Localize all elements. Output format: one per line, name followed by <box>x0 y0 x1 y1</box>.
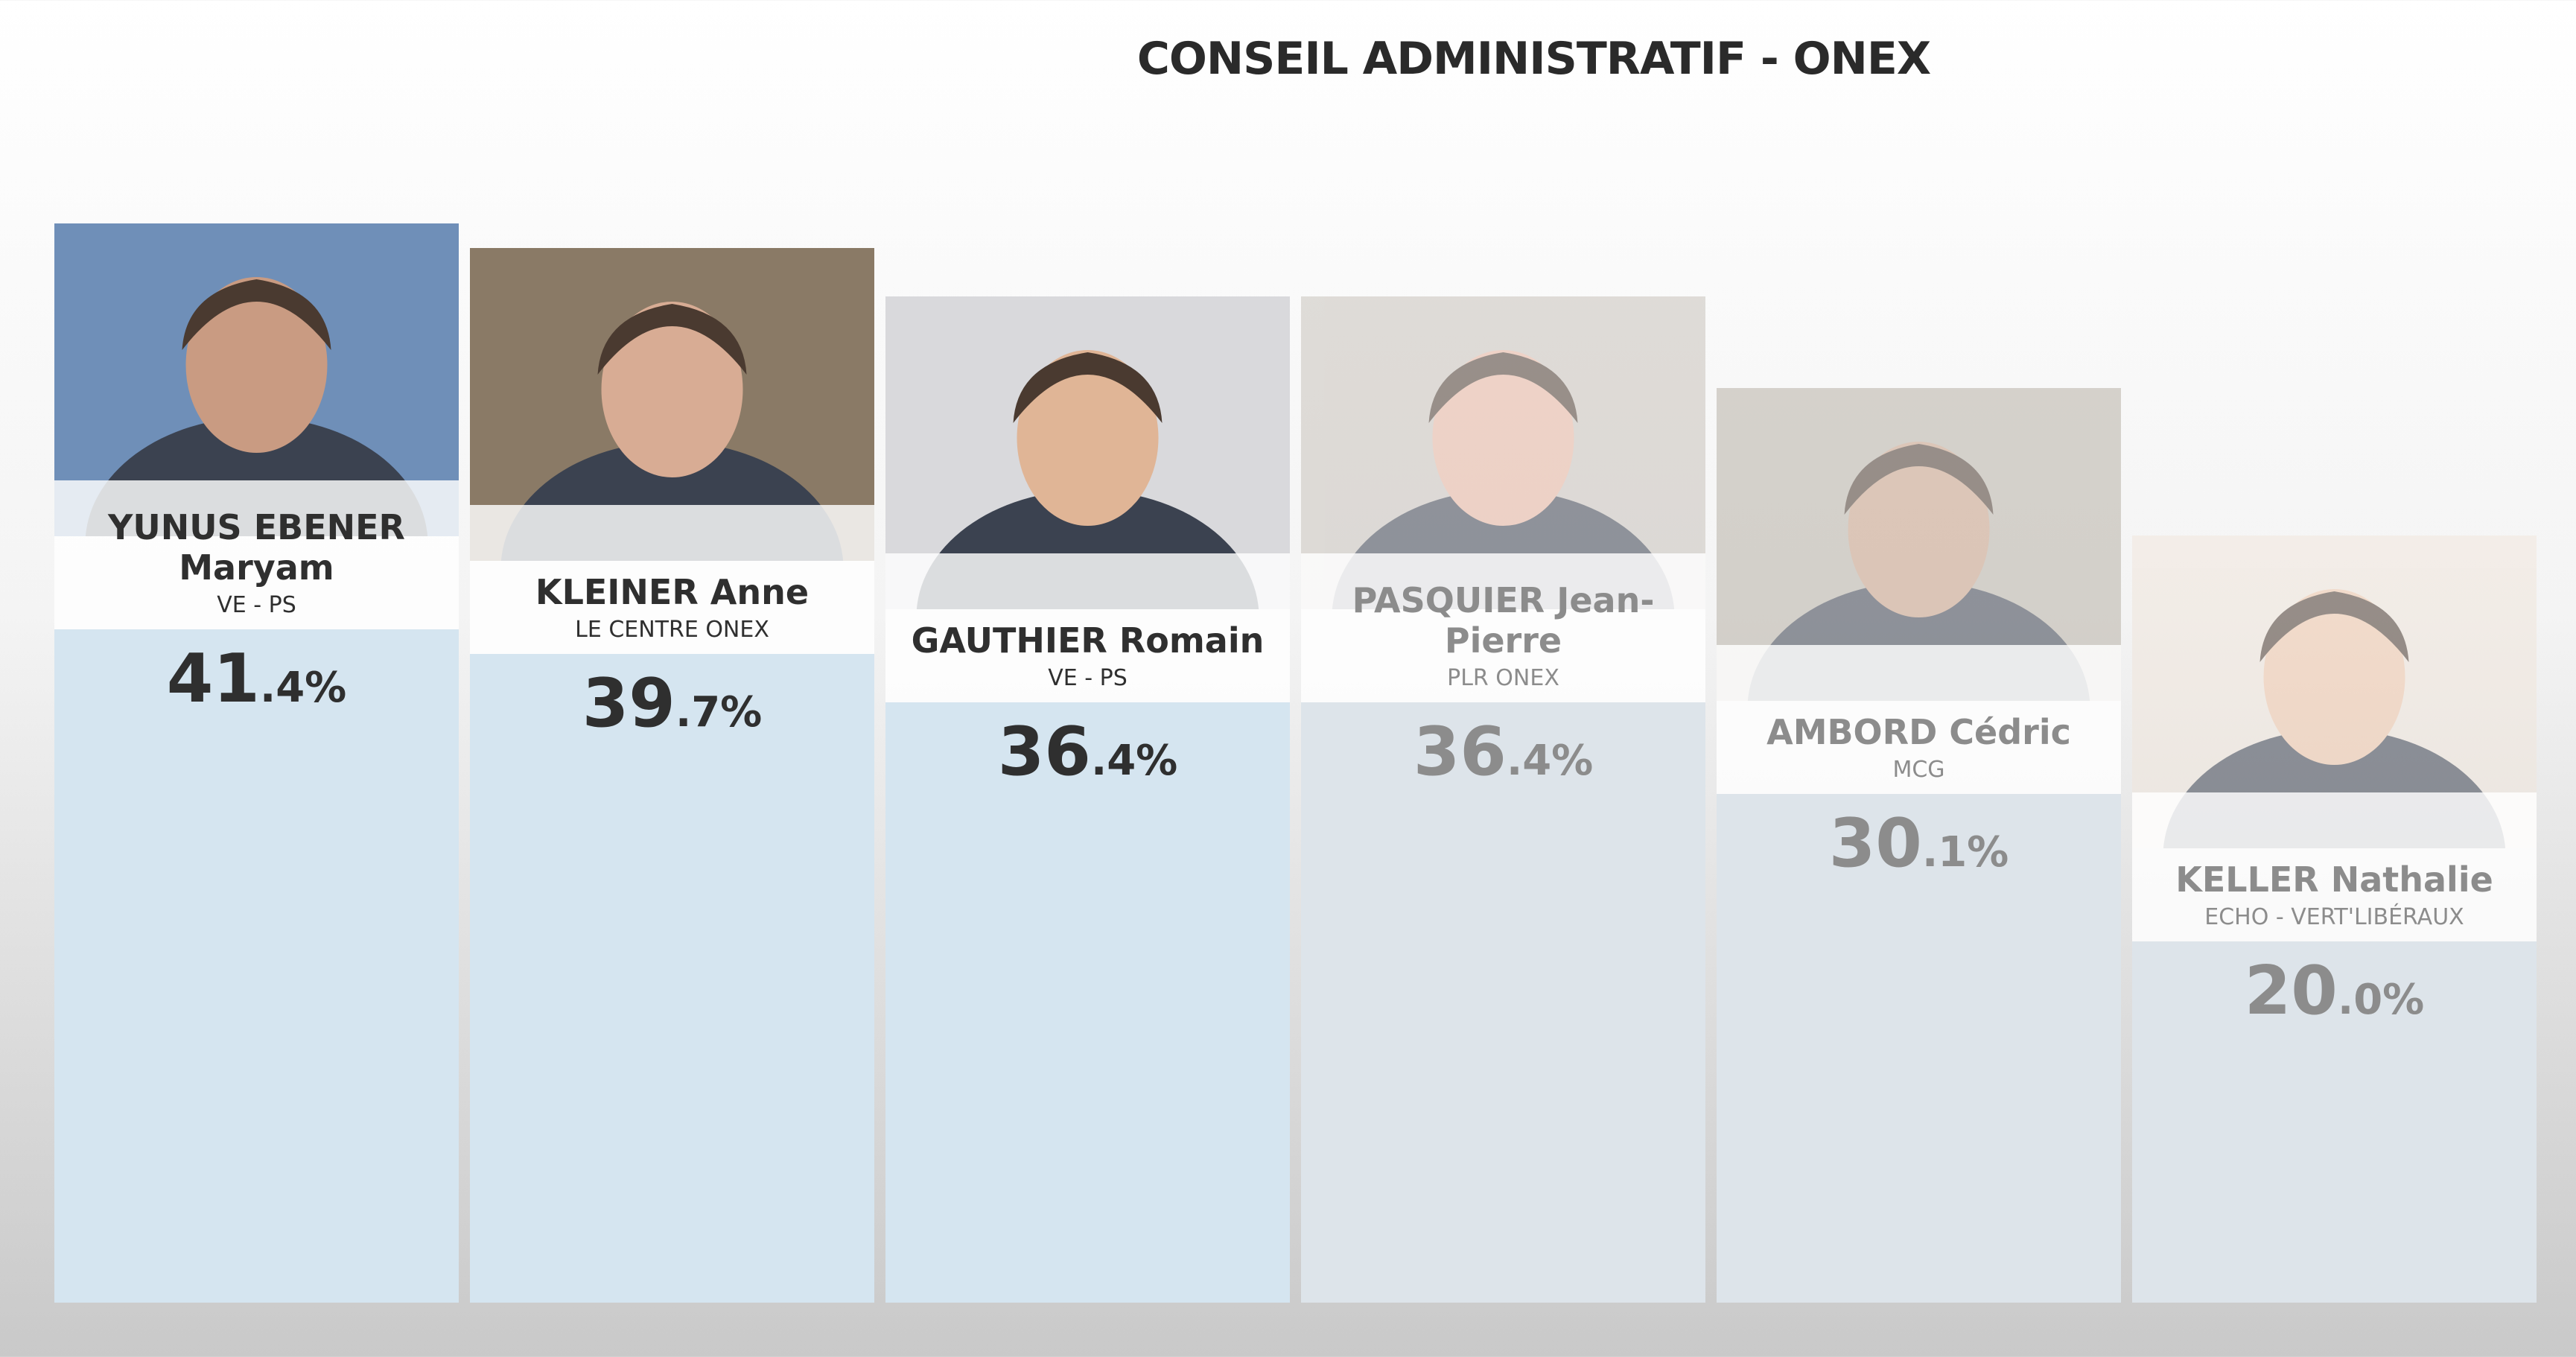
candidate-name: PASQUIER Jean-Pierre <box>1352 580 1655 661</box>
name-box: AMBORD Cédric MCG <box>1717 645 2121 795</box>
candidate-card: YUNUS EBENER Maryam VE - PS 41.4% <box>54 223 459 1303</box>
candidate-card: KELLER Nathalie ECHO - VERT'LIBÉRAUX 20.0% <box>2132 536 2537 1303</box>
value-label: 36.4% <box>1413 713 1594 791</box>
candidate-party: VE - PS <box>217 592 296 618</box>
candidate-card: KLEINER Anne LE CENTRE ONEX 39.7% <box>470 248 874 1303</box>
candidate-party: ECHO - VERT'LIBÉRAUX <box>2204 904 2464 931</box>
candidate-card: AMBORD Cédric MCG 30.1% <box>1717 388 2121 1303</box>
candidate-party: VE - PS <box>1048 665 1128 691</box>
candidate-party: PLR ONEX <box>1447 665 1559 691</box>
bar: 36.4% <box>1301 702 1705 1303</box>
candidate-party: MCG <box>1892 757 1945 784</box>
candidate-name: YUNUS EBENER Maryam <box>108 507 405 588</box>
bar: 39.7% <box>470 654 874 1303</box>
value-label: 39.7% <box>582 664 763 743</box>
value-label: 20.0% <box>2244 952 2425 1031</box>
candidate-name: GAUTHIER Romain <box>911 620 1265 661</box>
bar: 36.4% <box>885 702 1290 1303</box>
candidate-party: LE CENTRE ONEX <box>575 617 769 643</box>
candidate-card: PASQUIER Jean-Pierre PLR ONEX 36.4% <box>1301 296 1705 1303</box>
candidate-name: AMBORD Cédric <box>1766 712 2071 753</box>
value-label: 36.4% <box>997 713 1178 791</box>
value-label: 30.1% <box>1828 804 2009 883</box>
candidate-name: KELLER Nathalie <box>2175 859 2493 900</box>
name-box: YUNUS EBENER Maryam VE - PS <box>54 480 459 629</box>
candidate-card: GAUTHIER Romain VE - PS 36.4% <box>885 296 1290 1303</box>
candidate-name: KLEINER Anne <box>535 572 810 613</box>
bar: 30.1% <box>1717 794 2121 1303</box>
name-box: KLEINER Anne LE CENTRE ONEX <box>470 505 874 655</box>
name-box: KELLER Nathalie ECHO - VERT'LIBÉRAUX <box>2132 792 2537 942</box>
name-box: PASQUIER Jean-Pierre PLR ONEX <box>1301 553 1705 702</box>
bar: 20.0% <box>2132 941 2537 1303</box>
name-box: GAUTHIER Romain VE - PS <box>885 553 1290 702</box>
chart-title: CONSEIL ADMINISTRATIF - ONEX <box>1136 33 1931 85</box>
bar: 41.4% <box>54 629 459 1303</box>
value-label: 41.4% <box>166 640 347 718</box>
